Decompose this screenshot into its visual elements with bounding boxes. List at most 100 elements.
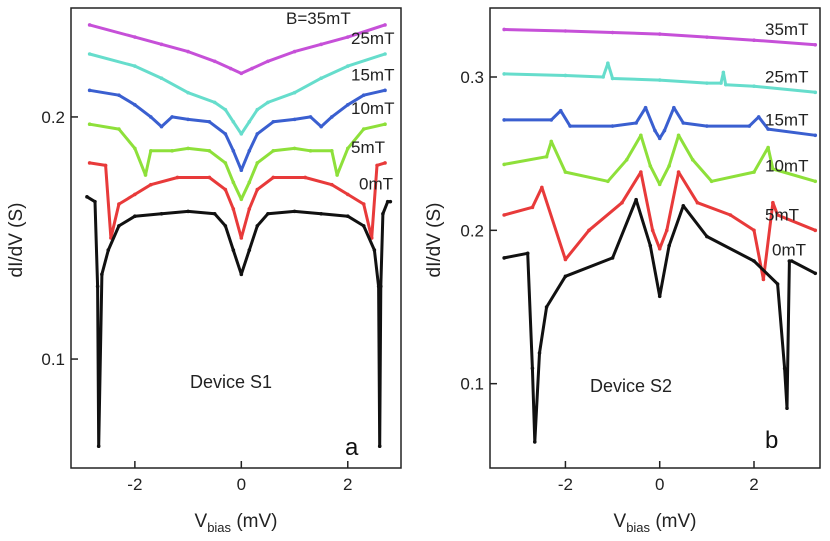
panel-b-series	[502, 27, 818, 444]
series-point-b-4-11	[695, 200, 700, 205]
series-point-a-3-17	[335, 173, 339, 177]
series-point-b-3-9	[667, 164, 671, 168]
series-point-b-4-4	[587, 228, 591, 233]
panel-b-letter: b	[765, 427, 778, 454]
series-point-a-4-11	[247, 207, 252, 211]
series-point-a-0-3	[186, 49, 190, 54]
series-point-b-4-14	[761, 277, 766, 282]
series-point-a-1-9	[255, 107, 260, 112]
series-point-b-1-11	[813, 90, 818, 95]
series-point-a-3-12	[255, 161, 260, 165]
x-tick-label-a-1: 0	[237, 475, 246, 494]
series-point-b-4-3	[563, 257, 568, 262]
series-line-a-4	[89, 161, 386, 240]
series-point-a-4-20	[383, 161, 387, 165]
series-point-a-4-9	[231, 207, 236, 211]
series-point-a-4-12	[255, 187, 260, 192]
panel-b-xlabel-unit: (mV)	[650, 511, 696, 532]
series-point-a-0-1	[133, 35, 137, 39]
legend-label-b-4: 5mT	[765, 205, 799, 224]
series-point-b-1-3	[606, 61, 610, 65]
panel-b-ylabel: dI/dV (S)	[424, 203, 445, 278]
series-point-b-5-9	[648, 243, 653, 248]
series-point-b-5-16	[782, 366, 787, 371]
series-point-b-1-10	[752, 84, 756, 88]
legend-label-a-5: 0mT	[359, 175, 393, 194]
series-point-b-4-10	[676, 170, 681, 174]
series-point-a-5-6	[117, 224, 121, 228]
series-point-a-3-11	[247, 180, 252, 185]
series-point-b-5-20	[813, 271, 818, 276]
series-point-b-3-13	[752, 170, 756, 174]
y-tick-label-a-0: 0.1	[41, 350, 65, 369]
series-point-b-2-13	[747, 124, 752, 128]
series-point-a-5-17	[292, 209, 297, 214]
series-point-a-1-14	[383, 52, 387, 56]
series-point-a-1-0	[87, 52, 92, 56]
series-point-a-5-10	[212, 211, 217, 216]
series-point-b-2-8	[657, 136, 662, 141]
series-point-a-5-16	[266, 211, 270, 216]
panel-b-device-label: Device S2	[590, 376, 672, 396]
y-tick-label-a-1: 0.2	[41, 108, 65, 127]
series-point-a-2-14	[292, 117, 297, 122]
x-tick-label-b-2: 2	[749, 475, 758, 494]
series-point-b-2-7	[653, 128, 657, 133]
series-point-a-2-9	[231, 149, 236, 153]
series-point-b-0-1	[563, 29, 568, 33]
series-point-a-3-19	[361, 127, 366, 131]
series-point-b-1-1	[563, 73, 568, 78]
series-point-b-3-16	[813, 179, 818, 184]
series-point-b-1-6	[705, 81, 709, 85]
series-point-b-2-3	[568, 124, 572, 128]
legend-label-a-1: 25mT	[351, 29, 394, 48]
series-point-a-3-4	[149, 149, 153, 153]
series-point-a-2-5	[170, 115, 174, 119]
panel-b-ticks: -2 0 2 0.1 0.2 0.3	[460, 68, 758, 494]
series-point-b-2-0	[502, 118, 506, 122]
series-point-a-3-2	[133, 146, 137, 151]
series-point-a-2-11	[247, 149, 252, 153]
series-point-a-1-8	[247, 119, 252, 124]
panel-a-ticks: -2 0 2 0.1 0.2	[41, 108, 352, 494]
series-point-a-5-20	[361, 224, 366, 228]
series-point-a-5-8	[159, 211, 164, 216]
series-point-b-3-5	[624, 158, 629, 162]
series-point-b-3-6	[639, 133, 643, 138]
series-point-b-3-11	[690, 158, 695, 162]
panel-b-xlabel-sub: bias	[626, 520, 650, 535]
series-point-b-5-4	[537, 351, 542, 355]
y-tick-label-b-0: 0.1	[460, 375, 484, 394]
y-tick-label-b-1: 0.2	[460, 221, 484, 240]
series-point-b-4-7	[650, 228, 655, 233]
series-point-a-3-13	[271, 149, 276, 153]
series-point-a-4-14	[303, 175, 307, 180]
series-point-a-2-16	[319, 124, 323, 129]
panel-b-legend: 35mT 25mT 15mT 10mT 5mT 0mT	[765, 20, 808, 259]
series-point-b-1-0	[502, 72, 506, 76]
series-point-a-3-1	[117, 127, 121, 131]
series-point-a-0-9	[292, 49, 297, 54]
series-point-a-3-0	[87, 122, 92, 127]
series-point-a-2-13	[271, 119, 276, 124]
series-point-a-5-26	[385, 199, 390, 204]
series-point-b-5-0	[502, 256, 506, 260]
series-point-a-3-20	[383, 122, 387, 127]
x-tick-label-a-2: 2	[343, 475, 352, 494]
series-point-b-2-2	[558, 108, 563, 113]
series-point-b-4-15	[771, 200, 775, 205]
series-point-b-2-11	[681, 121, 686, 125]
series-line-a-5	[86, 195, 391, 448]
series-point-a-5-19	[345, 214, 350, 219]
panel-a-xlabel-sub: bias	[207, 520, 231, 535]
series-point-b-2-14	[756, 115, 761, 119]
series-point-b-3-0	[502, 162, 506, 167]
series-point-b-0-5	[752, 38, 756, 42]
series-line-b-1	[504, 61, 816, 94]
series-point-b-1-4	[610, 76, 615, 81]
series-point-a-0-5	[228, 66, 233, 71]
series-point-a-5-13	[239, 272, 244, 277]
